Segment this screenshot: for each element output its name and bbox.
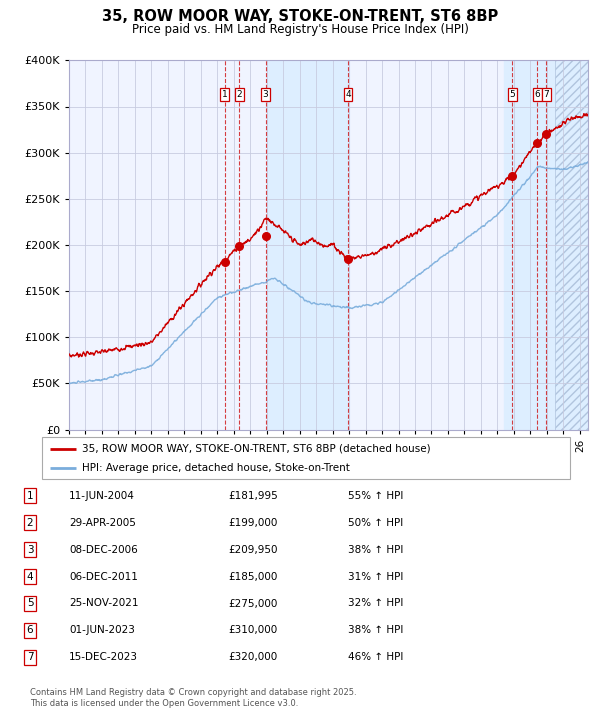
Text: 06-DEC-2011: 06-DEC-2011 <box>69 572 138 581</box>
Text: 4: 4 <box>26 572 34 581</box>
Text: 31% ↑ HPI: 31% ↑ HPI <box>348 572 403 581</box>
Text: 7: 7 <box>543 90 549 99</box>
Text: Price paid vs. HM Land Registry's House Price Index (HPI): Price paid vs. HM Land Registry's House … <box>131 23 469 36</box>
Text: 4: 4 <box>345 90 351 99</box>
Text: 1: 1 <box>26 491 34 501</box>
Text: 1: 1 <box>221 90 227 99</box>
Text: 2: 2 <box>26 518 34 528</box>
Text: HPI: Average price, detached house, Stoke-on-Trent: HPI: Average price, detached house, Stok… <box>82 463 349 474</box>
Text: £209,950: £209,950 <box>228 545 277 555</box>
Text: 5: 5 <box>26 599 34 608</box>
Text: £199,000: £199,000 <box>228 518 277 528</box>
FancyBboxPatch shape <box>42 437 570 479</box>
Text: £185,000: £185,000 <box>228 572 277 581</box>
Text: 55% ↑ HPI: 55% ↑ HPI <box>348 491 403 501</box>
Text: 32% ↑ HPI: 32% ↑ HPI <box>348 599 403 608</box>
Text: 3: 3 <box>263 90 268 99</box>
Bar <box>505 60 555 430</box>
Text: £310,000: £310,000 <box>228 626 277 635</box>
Text: 15-DEC-2023: 15-DEC-2023 <box>69 652 138 662</box>
Text: £275,000: £275,000 <box>228 599 277 608</box>
Text: 08-DEC-2006: 08-DEC-2006 <box>69 545 138 555</box>
Text: £181,995: £181,995 <box>228 491 278 501</box>
Bar <box>267 60 349 430</box>
Text: 38% ↑ HPI: 38% ↑ HPI <box>348 545 403 555</box>
Text: 35, ROW MOOR WAY, STOKE-ON-TRENT, ST6 8BP: 35, ROW MOOR WAY, STOKE-ON-TRENT, ST6 8B… <box>102 9 498 23</box>
Text: 3: 3 <box>26 545 34 555</box>
Text: 38% ↑ HPI: 38% ↑ HPI <box>348 626 403 635</box>
Text: 11-JUN-2004: 11-JUN-2004 <box>69 491 135 501</box>
Text: 01-JUN-2023: 01-JUN-2023 <box>69 626 135 635</box>
Bar <box>555 60 588 430</box>
Text: Contains HM Land Registry data © Crown copyright and database right 2025.
This d: Contains HM Land Registry data © Crown c… <box>30 689 356 708</box>
Text: 6: 6 <box>26 626 34 635</box>
Text: 46% ↑ HPI: 46% ↑ HPI <box>348 652 403 662</box>
Text: £320,000: £320,000 <box>228 652 277 662</box>
Text: 35, ROW MOOR WAY, STOKE-ON-TRENT, ST6 8BP (detached house): 35, ROW MOOR WAY, STOKE-ON-TRENT, ST6 8B… <box>82 444 430 454</box>
Text: 25-NOV-2021: 25-NOV-2021 <box>69 599 139 608</box>
Text: 7: 7 <box>26 652 34 662</box>
Text: 6: 6 <box>535 90 540 99</box>
Text: 29-APR-2005: 29-APR-2005 <box>69 518 136 528</box>
Text: 5: 5 <box>509 90 515 99</box>
Text: 50% ↑ HPI: 50% ↑ HPI <box>348 518 403 528</box>
Text: 2: 2 <box>236 90 242 99</box>
